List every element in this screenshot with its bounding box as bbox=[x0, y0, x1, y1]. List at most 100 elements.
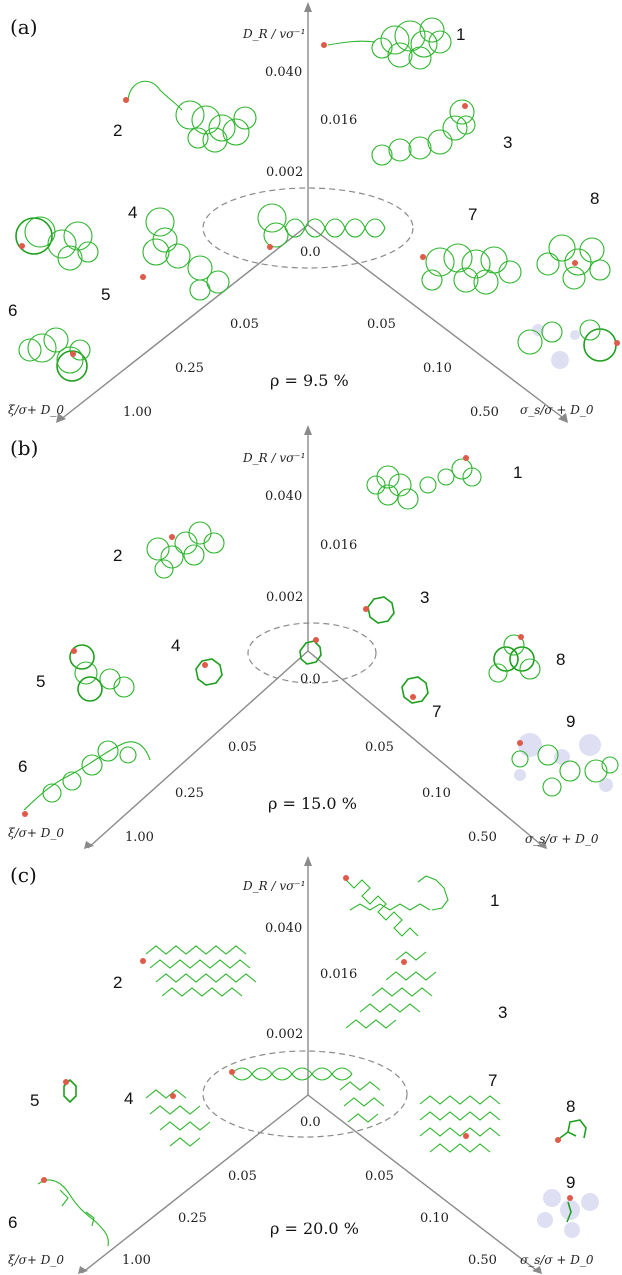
panel-b: (b) D_R / vσ⁻¹ ξ/σ+ D_0 σ_s/σ + D_0 0.04… bbox=[0, 425, 622, 850]
start-point bbox=[267, 244, 273, 250]
cluster-label-1: 1 bbox=[490, 891, 499, 910]
highlight-ellipse bbox=[247, 622, 377, 684]
left-axis-label: ξ/σ+ D_0 bbox=[8, 403, 64, 417]
trajectory-3 bbox=[363, 596, 395, 624]
cluster-label-7: 7 bbox=[468, 205, 477, 224]
cluster-label-2: 2 bbox=[113, 546, 122, 565]
trajectory-center bbox=[257, 203, 386, 250]
right-axis-arrow bbox=[537, 841, 547, 849]
right-tick-050: 0.50 bbox=[468, 830, 497, 845]
start-point bbox=[410, 694, 416, 700]
start-point bbox=[363, 606, 369, 612]
cluster-label-6: 6 bbox=[8, 1213, 17, 1232]
z-tick-0040: 0.040 bbox=[265, 489, 302, 504]
start-point bbox=[229, 1069, 235, 1075]
start-point bbox=[123, 97, 129, 103]
cluster-label-6: 6 bbox=[8, 301, 17, 320]
origin-tick: 0.0 bbox=[300, 672, 321, 687]
trajectory-6 bbox=[18, 327, 91, 382]
highlight-ellipse bbox=[202, 187, 414, 269]
cluster-label-3: 3 bbox=[420, 588, 429, 607]
start-point bbox=[71, 648, 77, 654]
start-point bbox=[169, 534, 175, 540]
left-axis bbox=[87, 650, 309, 849]
z-tick-0002: 0.002 bbox=[266, 1027, 303, 1042]
cluster-label-4: 4 bbox=[128, 203, 137, 222]
trajectory-7 bbox=[420, 243, 522, 295]
cluster-label-8: 8 bbox=[556, 650, 565, 669]
trajectory-3 bbox=[371, 99, 476, 166]
start-point bbox=[343, 875, 349, 881]
origin-tick: 0.0 bbox=[300, 1115, 321, 1130]
right-axis-label: σ_s/σ + D_0 bbox=[520, 403, 594, 417]
trajectory-5 bbox=[63, 1078, 77, 1104]
trajectory-2 bbox=[146, 521, 225, 579]
cluster-label-9: 9 bbox=[566, 712, 575, 731]
trajectory-1 bbox=[321, 17, 452, 70]
trajectory-9 bbox=[517, 319, 620, 369]
start-point bbox=[401, 959, 407, 965]
z-tick-0040: 0.040 bbox=[265, 921, 302, 936]
right-tick-010: 0.10 bbox=[420, 1211, 449, 1226]
trajectory-9 bbox=[511, 733, 619, 797]
panel-a: (a) D_R / vσ⁻¹ ξ/σ+ D_0 σ_s/σ + D_0 0.0 4… bbox=[0, 0, 622, 425]
cluster-label-2: 2 bbox=[113, 973, 122, 992]
start-point bbox=[19, 243, 25, 249]
left-axis-arrow bbox=[78, 1266, 88, 1274]
cluster-label-2: 2 bbox=[113, 121, 122, 140]
left-axis-arrow bbox=[56, 413, 66, 423]
left-axis bbox=[59, 224, 309, 421]
cluster-label-1: 1 bbox=[513, 463, 522, 482]
cluster-label-6: 6 bbox=[18, 757, 27, 776]
cluster-label-5: 5 bbox=[36, 672, 45, 691]
highlight-ellipse bbox=[202, 1050, 408, 1138]
start-point bbox=[614, 340, 620, 346]
trajectory-8 bbox=[536, 234, 611, 290]
start-point bbox=[321, 42, 327, 48]
trajectory-1 bbox=[366, 455, 482, 510]
panel-label: (a) bbox=[10, 15, 38, 39]
left-tick-025: 0.25 bbox=[175, 361, 204, 376]
right-tick-010: 0.10 bbox=[423, 361, 452, 376]
cluster-label-3: 3 bbox=[498, 1003, 507, 1022]
trajectory-center bbox=[229, 1067, 385, 1123]
trajectory-8 bbox=[555, 1119, 587, 1143]
cluster-label-7: 7 bbox=[488, 1071, 497, 1090]
trajectory-9 bbox=[537, 1189, 599, 1238]
left-axis-label: ξ/σ+ D_0 bbox=[8, 1253, 64, 1267]
panel-c-canvas: (c) D_R / vσ⁻¹ ξ/σ+ D_0 σ_s/σ + D_0 0.04… bbox=[8, 856, 599, 1274]
z-axis-label: D_R / vσ⁻¹ bbox=[242, 27, 305, 41]
start-point bbox=[463, 1133, 469, 1139]
start-point bbox=[70, 351, 76, 357]
z-axis-arrow bbox=[304, 425, 312, 435]
trajectory-5 bbox=[69, 644, 135, 702]
trajectory-center bbox=[299, 637, 322, 665]
start-point bbox=[170, 1093, 176, 1099]
cluster-label-8: 8 bbox=[590, 189, 599, 208]
trajectory-7 bbox=[401, 676, 429, 704]
density-label: ρ = 20.0 % bbox=[270, 1219, 359, 1238]
z-axis-arrow bbox=[304, 2, 312, 12]
start-point bbox=[140, 274, 146, 280]
right-tick-005: 0.05 bbox=[365, 1169, 394, 1184]
z-tick-0002: 0.002 bbox=[266, 590, 303, 605]
start-point bbox=[140, 958, 146, 964]
left-tick-005: 0.05 bbox=[228, 740, 257, 755]
z-axis-arrow bbox=[304, 856, 312, 866]
trajectory-5 bbox=[15, 216, 99, 271]
z-tick-0016: 0.016 bbox=[320, 538, 357, 553]
trajectory-2 bbox=[140, 945, 257, 997]
trajectory-4 bbox=[145, 1089, 211, 1147]
z-tick-0016: 0.016 bbox=[320, 113, 357, 128]
trajectory-6 bbox=[37, 1177, 109, 1247]
cluster-label-4: 4 bbox=[171, 636, 180, 655]
left-axis bbox=[81, 1094, 309, 1274]
origin-tick: 0.0 bbox=[300, 245, 321, 260]
right-axis-arrow bbox=[558, 413, 568, 423]
left-tick-025: 0.25 bbox=[178, 1211, 207, 1226]
right-tick-005: 0.05 bbox=[367, 317, 396, 332]
start-point bbox=[572, 260, 578, 266]
start-point bbox=[555, 1137, 561, 1143]
start-point bbox=[202, 662, 208, 668]
